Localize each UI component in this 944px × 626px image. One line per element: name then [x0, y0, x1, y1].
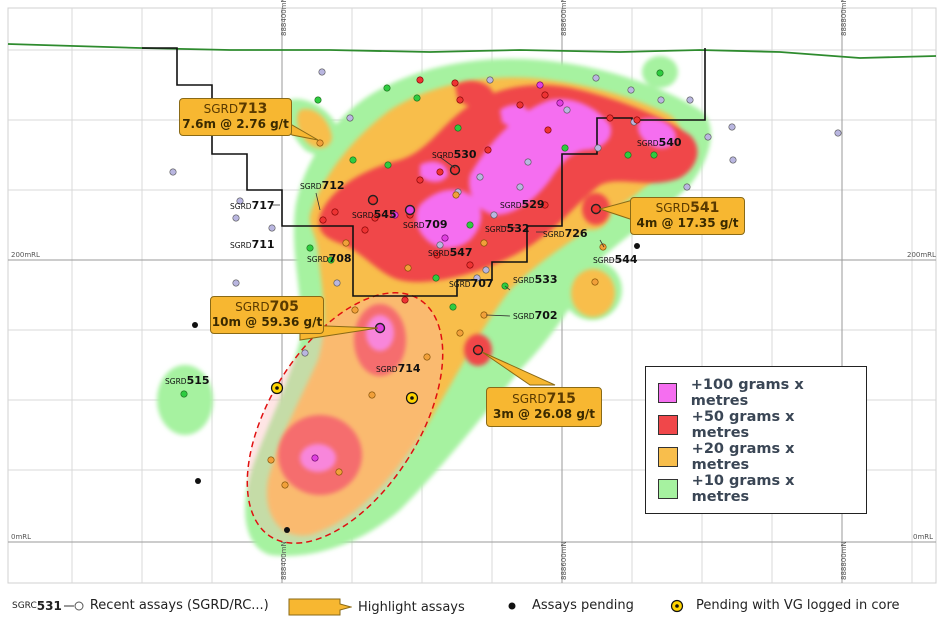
hole-label: SGRD712	[300, 179, 345, 192]
grade-legend: +100 grams x metres +50 grams x metres +…	[645, 366, 867, 514]
hole-label: SGRD707	[449, 277, 494, 290]
vg-dot-icon	[670, 599, 684, 612]
legend-swatch	[658, 447, 678, 467]
legend-item: +20 grams x metres	[658, 441, 854, 473]
green-assay-dots	[180, 69, 664, 398]
callout-prefix: SGRD	[512, 392, 547, 406]
rl-label-left-200: 200mRL	[11, 251, 40, 259]
vg-pending-dots	[270, 381, 419, 405]
hole-label: SGRD545	[352, 208, 397, 221]
recent-assay-icon	[63, 601, 84, 610]
contour-100gm	[300, 99, 676, 472]
callout-result: 3m @ 26.08 g/t	[492, 407, 596, 421]
legend-label: +100 grams x metres	[690, 377, 804, 409]
orange-assay-dots	[267, 139, 607, 489]
legend-item: +50 grams x metres	[658, 409, 854, 441]
hole-label: SGRD708	[307, 252, 352, 265]
hole-label: SGRD709	[403, 218, 448, 231]
rl-label-right-200: 200mRL	[907, 251, 936, 259]
topography-line	[7, 43, 937, 59]
callout-hole-number: 715	[546, 391, 576, 407]
highlight-assay-icon	[288, 598, 352, 616]
highlight-callout-705: SGRD705 10m @ 59.36 g/t	[210, 296, 324, 334]
callout-prefix: SGRD	[203, 102, 239, 116]
pending-dot-icon	[508, 602, 516, 609]
key-vg-pending: Pending with VG logged in core	[670, 598, 900, 613]
legend-label: +20 grams x metres	[691, 441, 795, 473]
key-recent-prefix: SGRC	[12, 600, 37, 611]
key-recent-assays: SGRC 531 Recent assays (SGRD/RC...)	[12, 598, 269, 613]
highlight-callout-713: SGRD713 7.6m @ 2.76 g/t	[179, 98, 292, 136]
legend-item: +10 grams x metres	[658, 473, 854, 505]
callout-hole-number: 541	[690, 200, 720, 216]
hole-label: SGRD533	[513, 273, 558, 286]
hole-label: SGRD547	[428, 246, 473, 259]
symbol-key: SGRC 531 Recent assays (SGRD/RC...) Highl…	[0, 594, 944, 620]
easting-label-top-3: 888800mN	[840, 0, 848, 36]
callout-result: 4m @ 17.35 g/t	[636, 216, 739, 230]
pink-assay-dots	[311, 81, 564, 462]
hole-label: SGRD711	[230, 238, 275, 251]
legend-label: +10 grams x metres	[691, 473, 795, 505]
highlight-callout-541: SGRD541 4m @ 17.35 g/t	[630, 197, 745, 235]
highlight-callout-715: SGRD715 3m @ 26.08 g/t	[486, 387, 602, 427]
legend-swatch	[658, 479, 678, 499]
key-assays-pending: Assays pending	[506, 598, 634, 613]
pending-dots	[192, 243, 640, 533]
key-vg-label: Pending with VG logged in core	[696, 598, 900, 613]
callout-hole-number: 713	[238, 101, 268, 117]
hole-label: SGRD702	[513, 309, 558, 322]
easting-label-bottom-1: 888400mN	[280, 541, 288, 580]
hole-label: SGRD532	[485, 222, 530, 235]
easting-label-top-2: 888600mN	[560, 0, 568, 36]
callout-result: 7.6m @ 2.76 g/t	[182, 117, 289, 131]
highlight-hole-markers	[367, 164, 602, 356]
recent-assay-dots	[169, 68, 842, 357]
red-assay-dots	[319, 76, 641, 304]
callout-hole-number: 705	[269, 299, 299, 315]
hole-label: SGRD530	[432, 148, 477, 161]
rl-label-left-0: 0mRL	[11, 533, 31, 541]
rl-label-right-0: 0mRL	[913, 533, 933, 541]
hole-label: SGRD515	[165, 374, 210, 387]
callout-result: 10m @ 59.36 g/t	[211, 315, 323, 329]
hole-label: SGRD544	[593, 253, 638, 266]
legend-label: +50 grams x metres	[691, 409, 795, 441]
key-recent-num: 531	[36, 598, 62, 613]
hole-label: SGRD726	[543, 227, 588, 240]
key-highlight-assays: Highlight assays	[288, 598, 465, 616]
callout-prefix: SGRD	[655, 201, 691, 215]
easting-label-bottom-2: 888600mN	[560, 541, 568, 580]
easting-label-bottom-3: 888800mN	[840, 541, 848, 580]
hole-label: SGRD529	[500, 198, 545, 211]
grid-lines	[8, 8, 936, 583]
key-recent-label: Recent assays (SGRD/RC...)	[89, 598, 269, 613]
hole-label: SGRD540	[637, 136, 682, 149]
callout-prefix: SGRD	[235, 300, 270, 314]
hole-label: SGRD714	[376, 362, 421, 375]
leader-lines	[271, 156, 605, 317]
key-highlight-label: Highlight assays	[358, 599, 465, 615]
pit-outline	[142, 47, 706, 297]
highlight-zone-ellipse	[246, 292, 444, 544]
legend-item: +100 grams x metres	[658, 377, 854, 409]
hole-label: SGRD717	[230, 199, 275, 212]
key-pending-label: Assays pending	[532, 598, 634, 613]
legend-swatch	[658, 383, 677, 403]
easting-label-top-1: 888400mN	[280, 0, 288, 36]
legend-swatch	[658, 415, 678, 435]
